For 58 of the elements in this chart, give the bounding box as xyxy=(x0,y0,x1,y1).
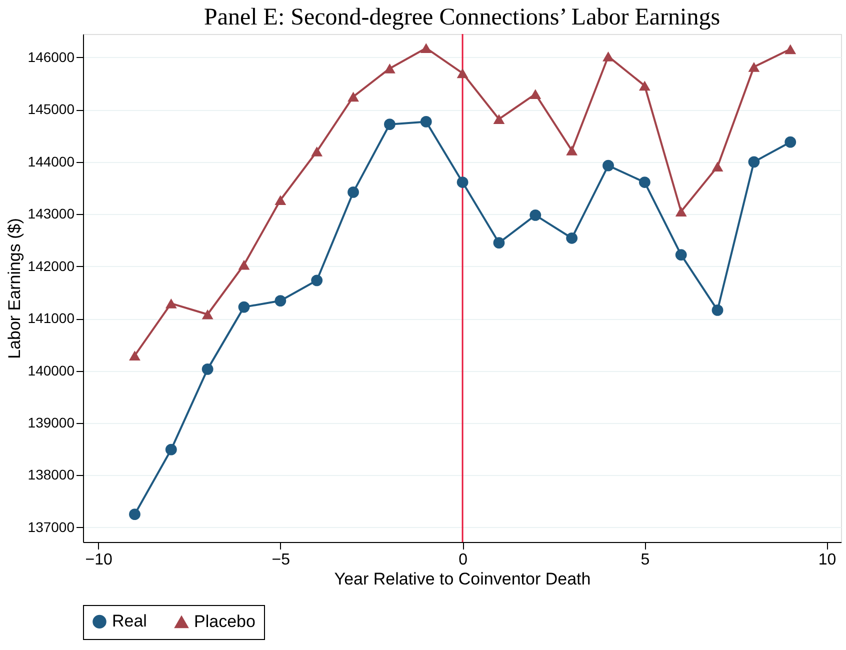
point xyxy=(493,237,505,249)
point xyxy=(784,136,796,148)
point xyxy=(566,232,578,244)
point xyxy=(384,64,396,74)
point xyxy=(384,118,396,130)
x-tick-label: 10 xyxy=(818,552,836,568)
point xyxy=(712,304,724,316)
point xyxy=(566,145,578,156)
y-tick-label: 139000 xyxy=(28,414,75,430)
x-tick-label: −5 xyxy=(272,552,290,568)
point xyxy=(348,92,359,102)
x-tick-label: 0 xyxy=(458,552,468,568)
point xyxy=(748,62,760,72)
point xyxy=(202,363,214,375)
point xyxy=(530,89,542,99)
point xyxy=(602,160,614,172)
point xyxy=(202,309,214,320)
y-tick-label: 142000 xyxy=(28,258,75,274)
point xyxy=(675,249,687,261)
point xyxy=(165,298,177,308)
y-tick-label: 144000 xyxy=(28,153,75,170)
y-tick-label: 138000 xyxy=(28,466,75,483)
y-tick-label: 137000 xyxy=(28,518,75,535)
y-tick-label: 146000 xyxy=(28,48,75,65)
point xyxy=(784,44,796,54)
point xyxy=(712,162,724,172)
point xyxy=(165,444,177,456)
y-tick-label: 141000 xyxy=(28,310,75,326)
point xyxy=(348,186,359,198)
x-tick-label: 5 xyxy=(640,552,650,568)
point xyxy=(238,301,250,313)
point xyxy=(493,114,505,124)
point xyxy=(456,176,468,188)
point xyxy=(748,156,760,168)
point xyxy=(530,209,542,221)
point xyxy=(420,43,432,54)
y-tick-label: 145000 xyxy=(28,101,75,118)
x-axis-title: Year Relative to Coinventor Death xyxy=(334,570,591,588)
point xyxy=(602,52,614,62)
legend-label: Real xyxy=(112,612,147,631)
point xyxy=(675,206,687,216)
chart-title: Panel E: Second-degree Connections’ Labor Earnings xyxy=(204,4,720,30)
point xyxy=(311,146,323,156)
y-tick-label: 140000 xyxy=(28,362,75,378)
point xyxy=(238,260,250,270)
point xyxy=(129,350,140,361)
point xyxy=(420,116,432,128)
y-tick-label: 143000 xyxy=(28,206,75,222)
legend-label: Placebo xyxy=(194,612,256,632)
point xyxy=(129,508,140,520)
point xyxy=(274,295,286,306)
y-axis-title: Labor Earnings ($) xyxy=(4,218,24,359)
x-tick-label: −10 xyxy=(85,552,112,568)
point xyxy=(638,80,650,91)
point xyxy=(638,176,650,188)
point xyxy=(456,68,468,78)
point xyxy=(311,274,323,286)
point xyxy=(274,195,286,205)
